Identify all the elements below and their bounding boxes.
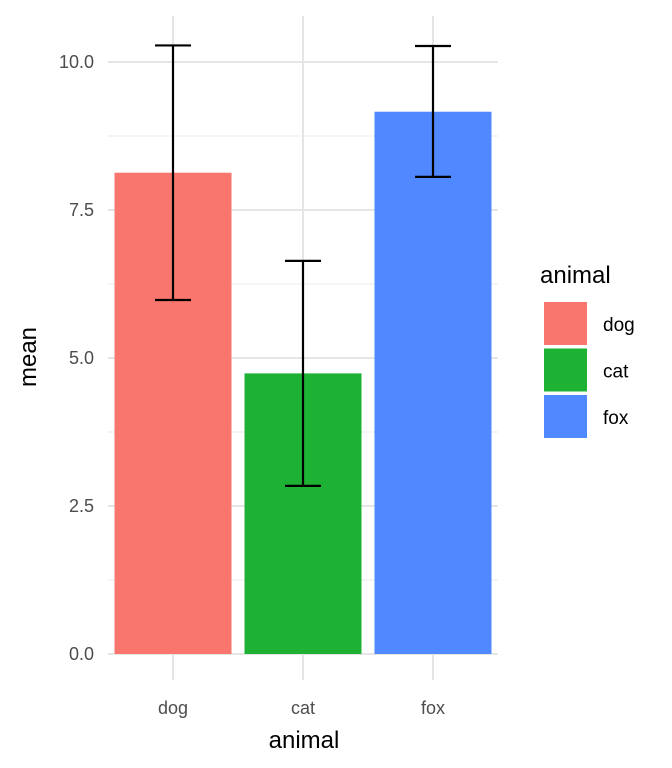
legend-label: cat <box>603 362 629 383</box>
y-tick-label: 0.0 <box>69 644 94 664</box>
y-tick-label: 5.0 <box>69 348 94 368</box>
legend-title: animal <box>540 262 611 289</box>
y-axis-ticks: 0.0 2.5 5.0 7.5 10.0 <box>59 52 94 664</box>
legend-swatch <box>544 302 587 345</box>
legend-swatch <box>544 395 587 438</box>
y-tick-label: 7.5 <box>69 200 94 220</box>
x-tick-label: cat <box>291 698 315 718</box>
legend-label: fox <box>603 408 629 429</box>
y-axis-title: mean <box>15 327 42 387</box>
error-bar-dog <box>155 44 191 302</box>
x-tick-label: fox <box>421 698 445 718</box>
y-tick-label: 10.0 <box>59 52 94 72</box>
x-tick-label: dog <box>158 698 188 718</box>
bar-fox <box>374 111 492 654</box>
x-axis-ticks: dog cat fox <box>158 698 445 718</box>
legend-item-cat: cat <box>544 348 629 392</box>
error-bars <box>155 44 451 487</box>
y-tick-label: 2.5 <box>69 496 94 516</box>
legend: animal dog cat fox <box>540 262 635 438</box>
legend-item-fox: fox <box>544 395 629 438</box>
x-axis-title: animal <box>269 727 340 754</box>
error-bar-cat <box>285 259 321 487</box>
legend-label: dog <box>603 315 635 336</box>
error-bar-fox <box>415 44 451 178</box>
legend-swatch <box>544 348 587 392</box>
legend-item-dog: dog <box>544 302 635 345</box>
